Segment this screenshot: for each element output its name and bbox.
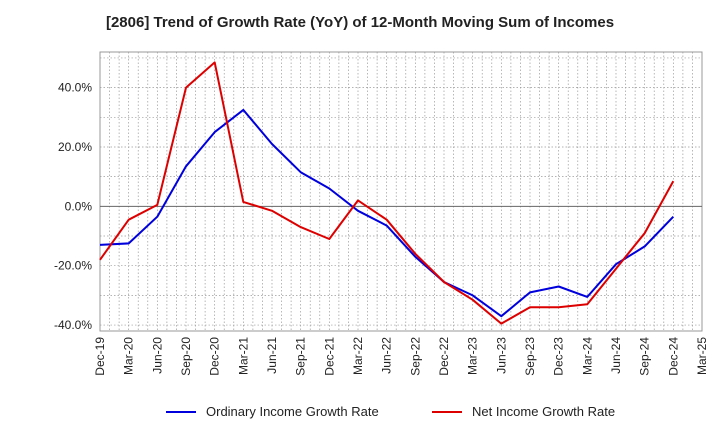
y-tick-label: 40.0%	[58, 81, 92, 95]
y-tick-label: -40.0%	[54, 318, 92, 332]
legend-item-net-income: Net Income Growth Rate	[432, 404, 615, 419]
y-tick-label: -20.0%	[54, 259, 92, 273]
legend-swatch-ordinary-income	[166, 410, 196, 413]
x-tick-label: Sep-24	[638, 337, 652, 376]
legend-label-ordinary-income: Ordinary Income Growth Rate	[206, 404, 379, 419]
series-layer	[99, 61, 675, 325]
x-tick-label: Mar-20	[122, 337, 136, 375]
x-tick-label: Dec-23	[552, 337, 566, 376]
x-tick-label: Mar-23	[466, 337, 480, 375]
x-tick-label: Jun-21	[265, 337, 279, 374]
y-tick-label: 0.0%	[65, 199, 93, 213]
grid-layer	[99, 51, 703, 332]
x-tick-label: Mar-24	[580, 337, 594, 375]
series-line-net-income	[99, 61, 675, 325]
x-tick-label: Dec-22	[437, 337, 451, 376]
x-tick-label: Sep-23	[523, 337, 537, 376]
x-tick-label: Sep-20	[179, 337, 193, 376]
x-tick-label: Mar-25	[695, 337, 709, 375]
plot-area	[99, 51, 703, 332]
chart-title: [2806] Trend of Growth Rate (YoY) of 12-…	[105, 14, 615, 31]
x-tick-label: Jun-23	[494, 337, 508, 374]
x-tick-label: Sep-22	[408, 337, 422, 376]
x-tick-label: Mar-21	[236, 337, 250, 375]
x-tick-label: Dec-20	[208, 337, 222, 376]
legend-swatch-net-income	[432, 410, 462, 413]
x-tick-label: Dec-21	[322, 337, 336, 376]
x-tick-label: Jun-24	[609, 337, 623, 374]
x-tick-label: Sep-21	[294, 337, 308, 376]
x-tick-label: Jun-22	[380, 337, 394, 374]
x-tick-label: Dec-19	[93, 337, 107, 376]
axis-layer: 40.0% 20.0% 0.0% -20.0% -40.0%Dec-19 Mar-20 Ju…	[54, 81, 709, 376]
y-tick-label: 20.0%	[58, 140, 92, 154]
legend-label-net-income: Net Income Growth Rate	[472, 404, 616, 419]
series-line-ordinary-income	[99, 108, 675, 318]
x-tick-label: Dec-24	[666, 337, 680, 376]
legend: Ordinary Income Growth Rate Net Income G…	[0, 404, 720, 424]
x-tick-label: Jun-20	[150, 337, 164, 374]
legend-item-ordinary-income: Ordinary Income Growth Rate	[166, 404, 379, 419]
x-tick-label: Mar-22	[351, 337, 365, 375]
